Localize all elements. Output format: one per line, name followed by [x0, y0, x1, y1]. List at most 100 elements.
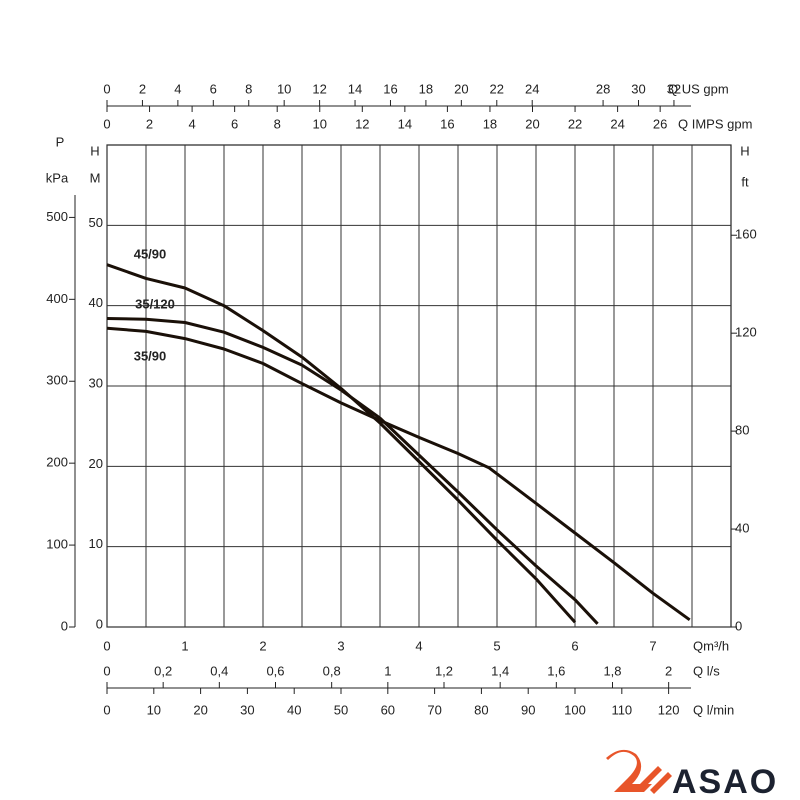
axis-label: Q l/s [693, 663, 720, 678]
axis-tick-label: 6 [210, 81, 217, 96]
curve [106, 326, 691, 622]
y-tick-label: 30 [89, 375, 103, 390]
axis-tick-label: 0 [735, 618, 742, 633]
y-axis-unit: M [90, 170, 101, 185]
axis-tick-label: 30 [240, 702, 254, 717]
axis-tick-label: 10 [277, 81, 291, 96]
y-tick-label: 0 [96, 616, 103, 631]
curve-label: 35/120 [135, 296, 175, 311]
axis-tick-label: 1 [384, 663, 391, 678]
axis-tick-label: 500 [46, 209, 68, 224]
axis-tick-label: 4 [188, 116, 195, 131]
x-axis-label: Qm³/h [693, 638, 729, 653]
axis-tick-label: 10 [313, 116, 327, 131]
axis-tick-label: 0,2 [154, 663, 172, 678]
axis-tick-label: 16 [383, 81, 397, 96]
axis-tick-label: 80 [474, 702, 488, 717]
axis-tick-label: 8 [245, 81, 252, 96]
y-tick-label: 10 [89, 536, 103, 551]
axis-tick-label: 60 [381, 702, 395, 717]
axis-tick-label: 20 [193, 702, 207, 717]
axis-tick-label: 0,4 [210, 663, 228, 678]
axis-tick-label: 12 [355, 116, 369, 131]
axis-tick-label: 0 [103, 702, 110, 717]
axis-unit: kPa [46, 170, 69, 185]
axis-label: Q US gpm [668, 81, 729, 96]
axis-tick-label: 40 [735, 520, 749, 535]
axis-tick-label: 120 [658, 702, 680, 717]
axis-tick-label: 4 [174, 81, 181, 96]
x-tick-label: 7 [649, 638, 656, 653]
axis-tick-label: 32 [667, 81, 681, 96]
axis-tick-label: 24 [525, 81, 539, 96]
axis-tick-label: 28 [596, 81, 610, 96]
axis-tick-label: 120 [735, 325, 757, 340]
x-tick-label: 0 [103, 638, 110, 653]
axis-tick-label: 18 [483, 116, 497, 131]
axis-tick-label: 24 [610, 116, 624, 131]
logo-icon-stripes [640, 766, 672, 794]
axis-tick-label: 1,6 [547, 663, 565, 678]
curve [106, 317, 599, 625]
logo: ASAO [606, 749, 778, 800]
x-tick-label: 5 [493, 638, 500, 653]
axis-tick-label: 200 [46, 455, 68, 470]
y-tick-label: 40 [89, 295, 103, 310]
axis-tick-label: 1,2 [435, 663, 453, 678]
axis-tick-label: 0,6 [266, 663, 284, 678]
axis-tick-label: 14 [348, 81, 362, 96]
axis-tick-label: 2 [139, 81, 146, 96]
axis-tick-label: 18 [419, 81, 433, 96]
axis-tick-label: 90 [521, 702, 535, 717]
logo-text: ASAO [672, 763, 778, 800]
axis-tick-label: 20 [454, 81, 468, 96]
axis-label: P [56, 134, 65, 149]
axis-tick-label: 26 [653, 116, 667, 131]
axis-tick-label: 30 [631, 81, 645, 96]
curve-label: 35/90 [134, 348, 167, 363]
axis-unit: ft [741, 174, 749, 189]
axis-tick-label: 12 [312, 81, 326, 96]
x-tick-label: 2 [259, 638, 266, 653]
axis-tick-label: 1,8 [603, 663, 621, 678]
axis-tick-label: 100 [564, 702, 586, 717]
axis-tick-label: 1,4 [491, 663, 509, 678]
axis-tick-label: 6 [231, 116, 238, 131]
axis-label: Q IMPS gpm [678, 116, 752, 131]
axis-tick-label: 14 [398, 116, 412, 131]
axis-tick-label: 0,8 [323, 663, 341, 678]
axis-tick-label: 40 [287, 702, 301, 717]
axis-tick-label: 70 [427, 702, 441, 717]
axis-tick-label: 0 [103, 81, 110, 96]
x-tick-label: 1 [181, 638, 188, 653]
axis-tick-label: 2 [146, 116, 153, 131]
y-axis-label: H [90, 143, 99, 158]
axis-tick-label: 100 [46, 537, 68, 552]
axis-tick-label: 50 [334, 702, 348, 717]
curve-label: 45/90 [134, 246, 167, 261]
x-tick-label: 3 [337, 638, 344, 653]
axis-tick-label: 22 [490, 81, 504, 96]
y-tick-label: 20 [89, 456, 103, 471]
y-tick-label: 50 [89, 215, 103, 230]
axis-label: H [740, 143, 749, 158]
axis-tick-label: 22 [568, 116, 582, 131]
axis-tick-label: 80 [735, 423, 749, 438]
axis-label: Q l/min [693, 702, 734, 717]
x-tick-label: 4 [415, 638, 422, 653]
x-tick-label: 6 [571, 638, 578, 653]
axis-tick-label: 110 [611, 702, 632, 717]
axis-tick-label: 2 [665, 663, 672, 678]
axis-tick-label: 0 [61, 618, 68, 633]
axis-tick-label: 300 [46, 373, 68, 388]
axis-tick-label: 0 [103, 663, 110, 678]
axis-tick-label: 160 [735, 227, 757, 242]
axis-tick-label: 16 [440, 116, 454, 131]
logo-icon [606, 749, 652, 792]
axis-tick-label: 20 [525, 116, 539, 131]
axis-tick-label: 8 [274, 116, 281, 131]
axis-tick-label: 10 [147, 702, 161, 717]
axis-tick-label: 0 [103, 116, 110, 131]
axis-tick-label: 400 [46, 291, 68, 306]
